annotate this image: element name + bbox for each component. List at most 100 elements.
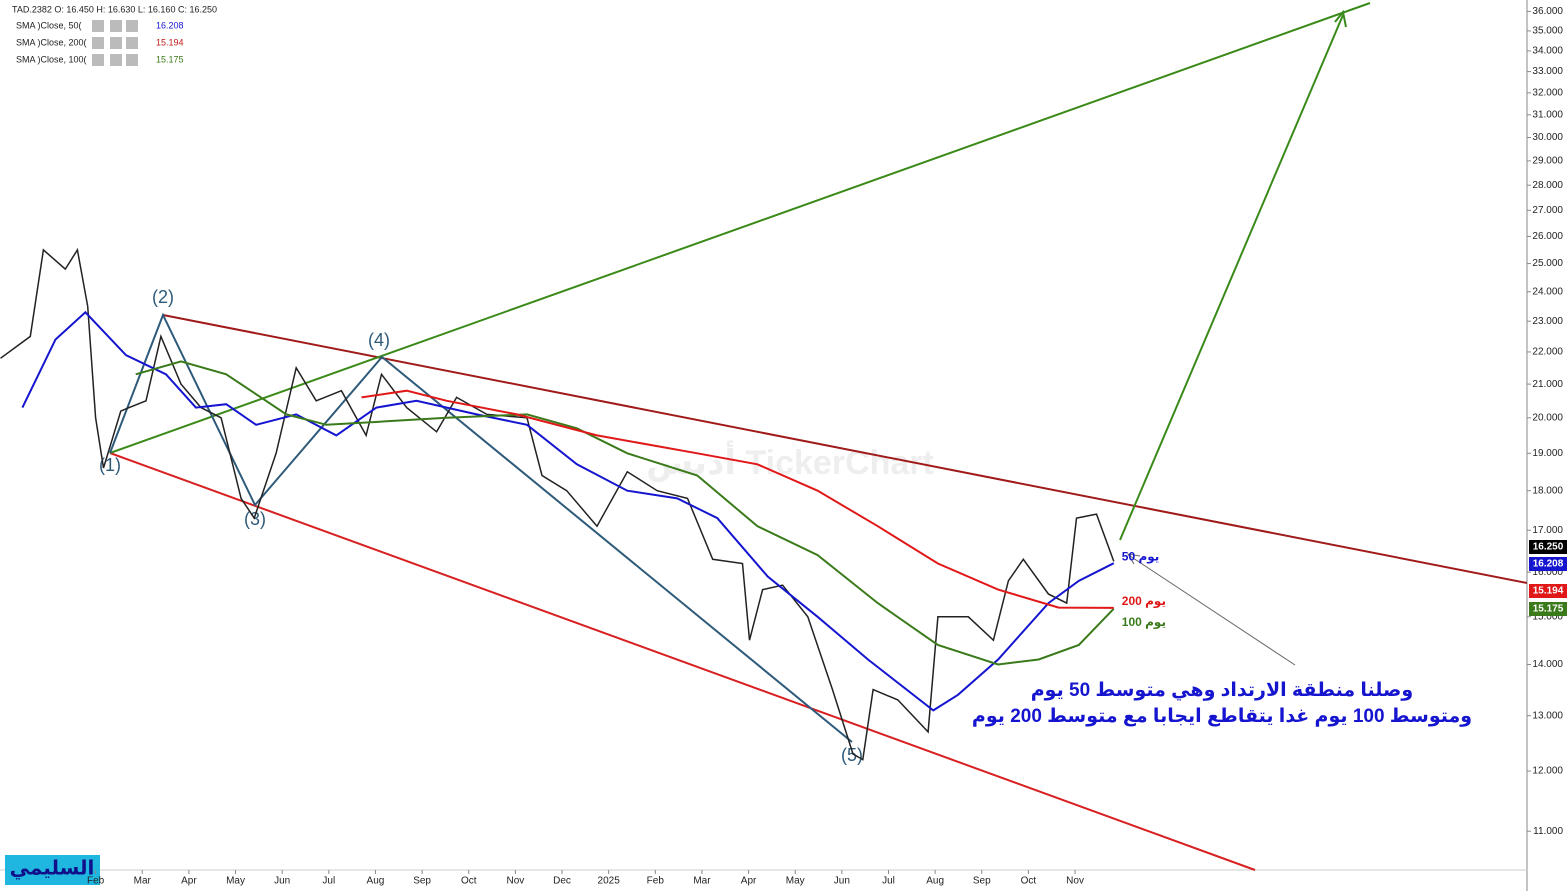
y-tick-label: 36.000 bbox=[1532, 6, 1563, 17]
x-tick-label: May bbox=[786, 876, 805, 887]
y-tick-label: 20.000 bbox=[1532, 412, 1563, 423]
price-tag bbox=[1529, 540, 1567, 554]
indicator-value: 16.208 bbox=[156, 20, 184, 30]
series-label: 50 يوم bbox=[1122, 549, 1160, 564]
y-tick-label: 12.000 bbox=[1532, 766, 1563, 777]
x-tick-label: Aug bbox=[367, 876, 385, 887]
series-line bbox=[21, 310, 1115, 712]
y-tick-label: 19.000 bbox=[1532, 448, 1563, 459]
y-tick-label: 33.000 bbox=[1532, 66, 1563, 77]
y-tick-label: 21.000 bbox=[1532, 379, 1563, 390]
indicator-button bbox=[92, 20, 104, 32]
price-tag bbox=[1529, 584, 1567, 598]
arrow-head bbox=[1334, 9, 1347, 28]
pointer-arrow bbox=[1129, 555, 1296, 666]
indicator-button bbox=[126, 20, 138, 32]
y-tick-label: 25.000 bbox=[1532, 258, 1563, 269]
logo-box bbox=[5, 855, 100, 885]
x-tick-label: Sep bbox=[973, 876, 991, 887]
price-tag-label: 15.194 bbox=[1533, 586, 1564, 597]
y-tick-label: 13.000 bbox=[1532, 710, 1563, 721]
target-line bbox=[109, 2, 1371, 454]
y-tick-label: 27.000 bbox=[1532, 205, 1563, 216]
series-line bbox=[0, 247, 1115, 761]
y-tick-label: 28.000 bbox=[1532, 180, 1563, 191]
price-tag-label: 15.175 bbox=[1533, 604, 1564, 615]
x-tick-label: Nov bbox=[1066, 876, 1084, 887]
y-tick-label: 14.000 bbox=[1532, 659, 1563, 670]
y-tick-label: 24.000 bbox=[1532, 286, 1563, 297]
x-tick-label: Aug bbox=[926, 876, 944, 887]
indicator-button bbox=[126, 54, 138, 66]
y-tick-label: 30.000 bbox=[1532, 132, 1563, 143]
x-tick-label: Feb bbox=[647, 876, 665, 887]
y-tick-label: 32.000 bbox=[1532, 88, 1563, 99]
x-tick-label: Nov bbox=[506, 876, 524, 887]
x-tick-label: 2025 bbox=[598, 876, 621, 887]
indicator-button bbox=[110, 37, 122, 49]
wave-label: (1) bbox=[99, 455, 121, 475]
indicator-button bbox=[92, 37, 104, 49]
series-line bbox=[135, 360, 1115, 666]
x-tick-label: Apr bbox=[181, 876, 197, 887]
price-tag bbox=[1529, 557, 1567, 571]
logo: السليمي bbox=[10, 857, 95, 880]
pointer-head bbox=[1127, 553, 1141, 565]
x-tick-label: Dec bbox=[553, 876, 571, 887]
price-tag bbox=[1529, 602, 1567, 616]
indicator-value: 15.175 bbox=[156, 54, 184, 64]
x-tick-label: Mar bbox=[693, 876, 711, 887]
series-line bbox=[361, 389, 1114, 609]
wave-label: (5) bbox=[841, 745, 863, 765]
x-tick-label: Oct bbox=[1021, 876, 1037, 887]
y-tick-label: 23.000 bbox=[1532, 316, 1563, 327]
indicator-name: SMA )Close, 100( bbox=[16, 54, 87, 64]
wave-label: (3) bbox=[244, 509, 266, 529]
x-tick-label: Oct bbox=[461, 876, 477, 887]
x-tick-label: Feb bbox=[87, 876, 105, 887]
y-tick-label: 31.000 bbox=[1532, 109, 1563, 120]
x-tick-label: Mar bbox=[134, 876, 152, 887]
wave-path bbox=[109, 312, 853, 743]
target-arrow bbox=[1119, 14, 1344, 541]
upper-trendline bbox=[162, 314, 1528, 584]
indicator-name: SMA )Close, 50( bbox=[16, 20, 82, 30]
annotations bbox=[109, 2, 1528, 871]
annotation-text: ومتوسط 100 يوم غدا يتقاطع ايجابا مع متوس… bbox=[972, 706, 1472, 727]
annotation-text: وصلنا منطقة الارتداد وهي متوسط 50 يوم bbox=[1031, 680, 1413, 701]
watermark: أدبس TickerChart bbox=[646, 440, 934, 482]
wave-label: (2) bbox=[152, 287, 174, 307]
x-tick-label: May bbox=[226, 876, 245, 887]
indicator-button bbox=[126, 37, 138, 49]
x-tick-label: Jun bbox=[834, 876, 850, 887]
x-tick-label: Sep bbox=[413, 876, 431, 887]
y-tick-label: 26.000 bbox=[1532, 231, 1563, 242]
y-tick-label: 11.000 bbox=[1533, 826, 1563, 837]
y-tick-label: 16.000 bbox=[1532, 567, 1563, 578]
lower-trendline bbox=[109, 452, 1256, 871]
header: TAD.2382 O: 16.450 H: 16.630 L: 16.160 C… bbox=[12, 4, 217, 14]
indicator-name: SMA )Close, 200( bbox=[16, 37, 87, 47]
y-tick-label: 17.000 bbox=[1532, 525, 1563, 536]
y-tick-label: 34.000 bbox=[1532, 46, 1563, 57]
x-tick-label: Jul bbox=[322, 876, 335, 887]
indicator-value: 15.194 bbox=[156, 37, 184, 47]
y-tick-label: 29.000 bbox=[1532, 156, 1563, 167]
indicator-button bbox=[110, 54, 122, 66]
series-label: 200 يوم bbox=[1122, 594, 1166, 609]
x-tick-label: Jul bbox=[882, 876, 895, 887]
y-tick-label: 22.000 bbox=[1532, 347, 1563, 358]
y-tick-label: 15.000 bbox=[1532, 611, 1563, 622]
y-tick-label: 35.000 bbox=[1532, 26, 1563, 37]
y-tick-label: 18.000 bbox=[1532, 485, 1563, 496]
x-tick-label: Jun bbox=[274, 876, 290, 887]
price-tag-label: 16.250 bbox=[1533, 542, 1564, 553]
indicator-button bbox=[92, 54, 104, 66]
indicator-button bbox=[110, 20, 122, 32]
x-tick-label: Apr bbox=[741, 876, 757, 887]
series-label: 100 يوم bbox=[1122, 615, 1166, 630]
price-tag-label: 16.208 bbox=[1533, 559, 1564, 570]
wave-labels: (1) (2) (3) (4) (5) bbox=[99, 287, 863, 765]
